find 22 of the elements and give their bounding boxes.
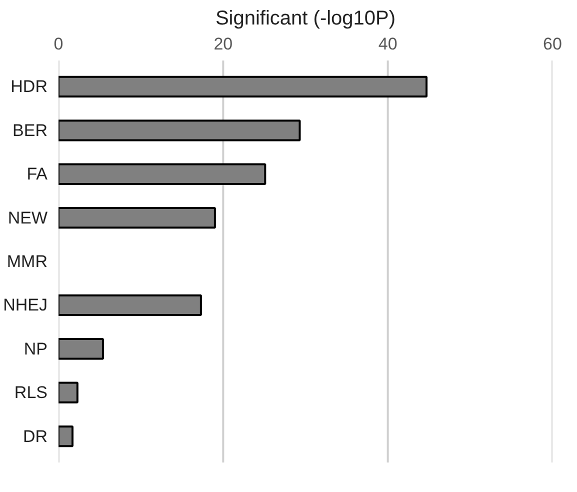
y-tick-label: MMR (6, 252, 48, 271)
chart-title: Significant (-log10P) (215, 8, 396, 30)
bar (58, 120, 301, 142)
bar (58, 206, 216, 229)
y-tick-label: BER (12, 120, 48, 140)
x-tick-label: 40 (378, 34, 398, 54)
bar (58, 382, 78, 404)
bar (58, 294, 202, 316)
bar (58, 425, 74, 448)
bar (58, 338, 104, 360)
y-tick-label: NP (24, 339, 48, 358)
y-tick-label: NEW (8, 208, 48, 228)
y-tick-label: NHEJ (3, 296, 48, 315)
y-tick-label: RLS (14, 383, 48, 402)
x-tick-label: 20 (214, 34, 233, 54)
y-tick-label: FA (26, 164, 48, 184)
x-tick-label: 60 (543, 34, 562, 54)
bar (58, 76, 428, 98)
y-tick-label: HDR (10, 77, 48, 96)
bar (58, 163, 266, 185)
x-tick-label: 0 (54, 34, 64, 54)
y-tick-label: DR (22, 426, 48, 446)
